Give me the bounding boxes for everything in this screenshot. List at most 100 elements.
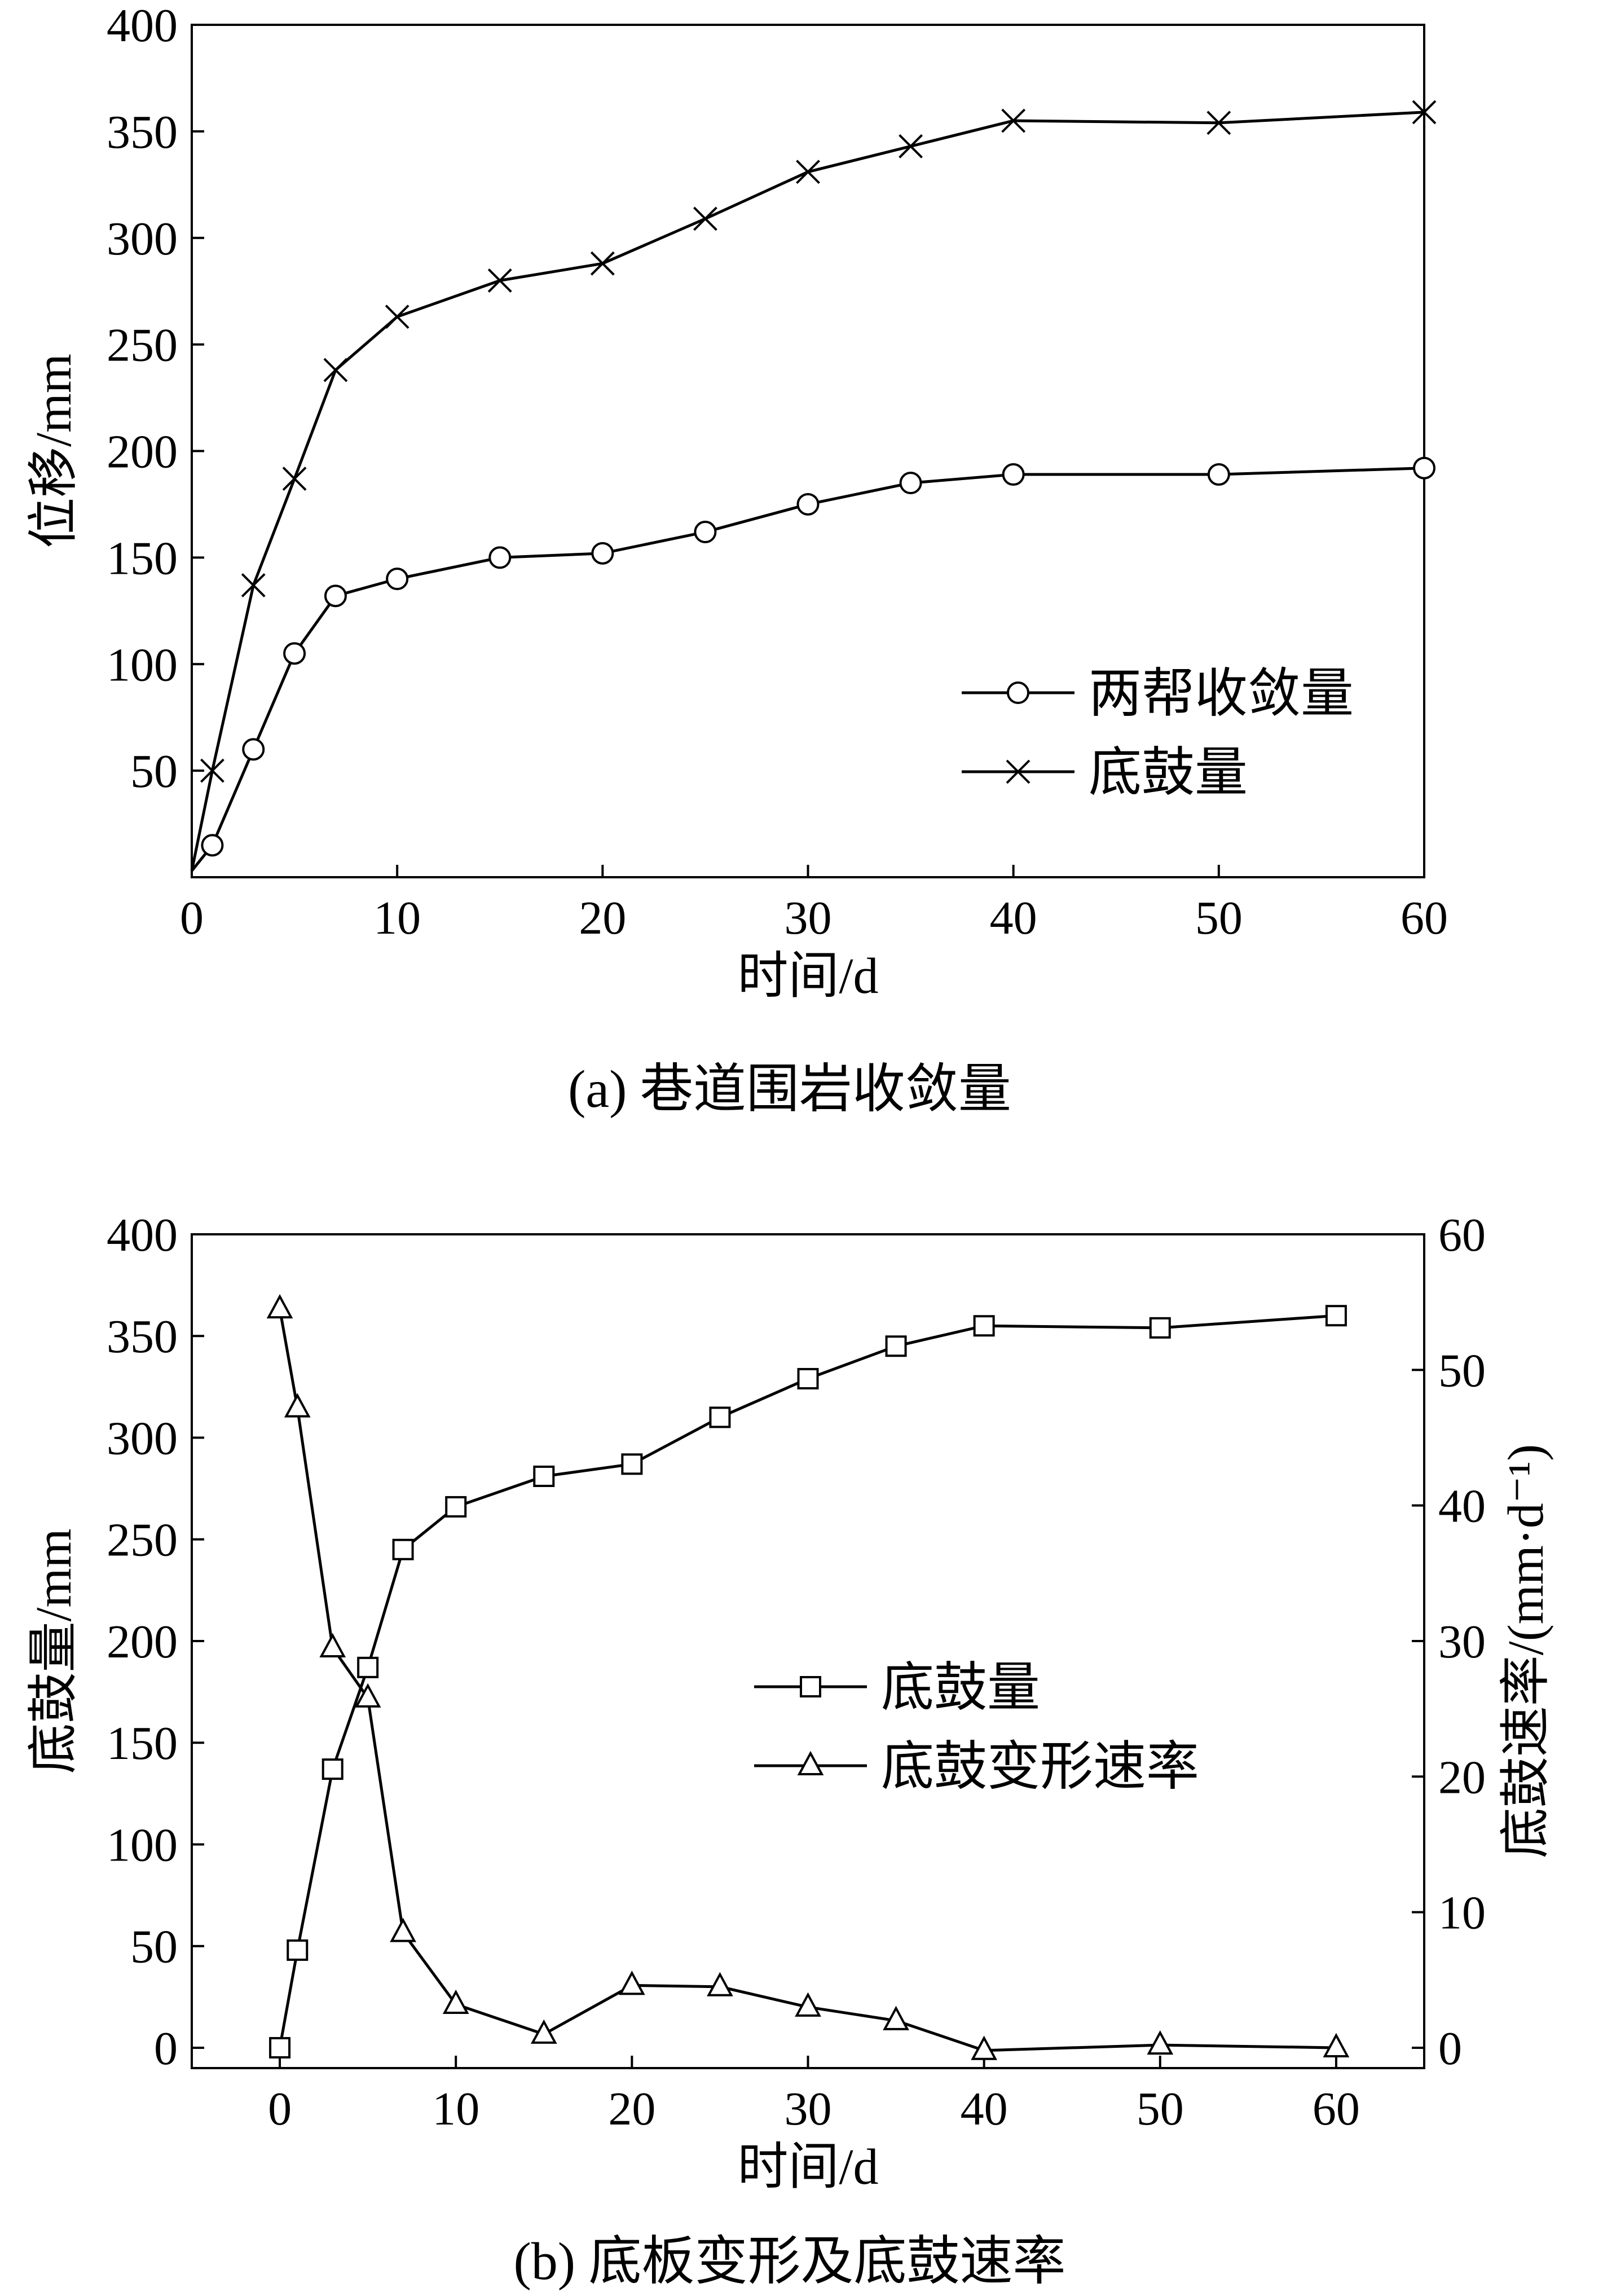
data-point: [694, 521, 717, 544]
x-tick-label: 40: [961, 2083, 1008, 2135]
y-tick-label: 350: [107, 1310, 178, 1363]
y-tick-label: 50: [130, 1921, 178, 1973]
data-point: [324, 584, 347, 608]
data-point: [487, 268, 512, 293]
data-point: [1149, 1317, 1171, 1339]
figure-caption: (b) 底板变形及底鼓速率: [513, 2232, 1065, 2291]
data-point: [797, 1367, 819, 1389]
plot-frame: [191, 1233, 1425, 2069]
y-tick-label: 200: [107, 426, 178, 478]
y-tick-label: 400: [107, 0, 178, 52]
y-tick-label: 300: [107, 1412, 178, 1464]
data-point: [709, 1406, 731, 1428]
data-point: [1001, 108, 1026, 133]
y-right-axis-label: 底鼓速率/(mm·d⁻¹): [1498, 1444, 1554, 1858]
legend-marker: [800, 1676, 821, 1697]
x-tick-label: 10: [432, 2083, 479, 2135]
data-point: [796, 492, 820, 516]
data-point: [282, 467, 307, 491]
data-point: [973, 1315, 995, 1337]
y-axis-label: 底鼓量/mm: [26, 1528, 82, 1774]
data-point: [1147, 2030, 1174, 2055]
data-point: [591, 542, 614, 565]
data-point: [322, 1758, 344, 1780]
legend-label: 底鼓量: [881, 1659, 1040, 1717]
data-point: [530, 2019, 557, 2044]
data-point: [242, 738, 265, 761]
legend-marker: [1006, 759, 1030, 784]
series-line: [278, 1314, 1337, 2048]
data-point: [533, 1465, 555, 1487]
data-point: [796, 160, 820, 184]
x-tick-label: 30: [785, 2083, 832, 2135]
data-point: [1325, 1305, 1347, 1327]
data-point: [899, 472, 922, 495]
x-tick-label: 10: [373, 892, 421, 944]
x-tick-label: 20: [579, 892, 626, 944]
data-point: [1002, 463, 1025, 486]
x-tick-label: 30: [785, 892, 832, 944]
data-point: [201, 834, 224, 857]
y-tick-label: 0: [154, 2022, 178, 2075]
x-tick-label: 0: [268, 2083, 292, 2135]
data-point: [488, 546, 512, 569]
data-point: [445, 1496, 467, 1518]
data-point: [284, 1393, 311, 1418]
data-point: [385, 305, 409, 329]
data-point: [442, 1989, 469, 2015]
y-tick-label: 50: [130, 745, 178, 798]
y-right-tick-label: 10: [1438, 1887, 1486, 1939]
data-point: [1413, 456, 1435, 480]
x-tick-label: 50: [1137, 2083, 1184, 2135]
data-point: [319, 1633, 346, 1657]
data-point: [386, 568, 409, 591]
data-point: [357, 1656, 379, 1678]
legend-marker: [797, 1750, 824, 1775]
data-point: [707, 1972, 733, 1996]
data-point: [1207, 463, 1230, 486]
y-tick-label: 100: [107, 1819, 178, 1871]
y-tick-label: 350: [107, 106, 178, 159]
data-point: [1412, 100, 1437, 125]
y-right-tick-label: 60: [1438, 1209, 1486, 1261]
data-point: [266, 1294, 293, 1319]
legend-label: 底鼓变形速率: [881, 1738, 1199, 1796]
data-point: [1323, 2033, 1350, 2057]
legend-marker: [1007, 681, 1029, 704]
y-right-tick-label: 20: [1438, 1751, 1486, 1804]
y-right-tick-label: 0: [1438, 2022, 1462, 2075]
x-tick-label: 50: [1195, 892, 1243, 944]
x-axis-label: 时间/d: [737, 2139, 878, 2195]
x-tick-label: 0: [180, 892, 204, 944]
legend-label: 底鼓量: [1089, 744, 1248, 802]
y-right-tick-label: 50: [1438, 1344, 1486, 1397]
data-point: [283, 642, 306, 665]
series-line: [191, 467, 1425, 872]
y-right-tick-label: 30: [1438, 1616, 1486, 1668]
data-point: [899, 134, 923, 159]
data-point: [269, 2037, 291, 2059]
data-point: [287, 1939, 309, 1961]
y-axis-label: 位移/mm: [26, 354, 82, 548]
data-point: [883, 2005, 909, 2030]
data-point: [1206, 111, 1231, 135]
data-point: [354, 1683, 381, 1708]
data-point: [621, 1453, 643, 1475]
y-tick-label: 300: [107, 213, 178, 265]
data-point: [241, 573, 266, 597]
x-tick-label: 20: [608, 2083, 655, 2135]
data-point: [971, 2035, 997, 2060]
y-tick-label: 150: [107, 532, 178, 584]
legend-label: 两帮收敛量: [1089, 665, 1354, 723]
series-line: [190, 111, 1425, 872]
y-tick-label: 100: [107, 639, 178, 691]
data-point: [885, 1335, 907, 1357]
figure-caption: (a) 巷道围岩收敛量: [568, 1060, 1011, 1119]
data-point: [200, 758, 224, 783]
y-tick-label: 250: [107, 1514, 178, 1567]
y-tick-label: 250: [107, 319, 178, 372]
y-tick-label: 200: [107, 1616, 178, 1668]
y-tick-label: 400: [107, 1209, 178, 1261]
x-axis-label: 时间/d: [737, 948, 878, 1004]
